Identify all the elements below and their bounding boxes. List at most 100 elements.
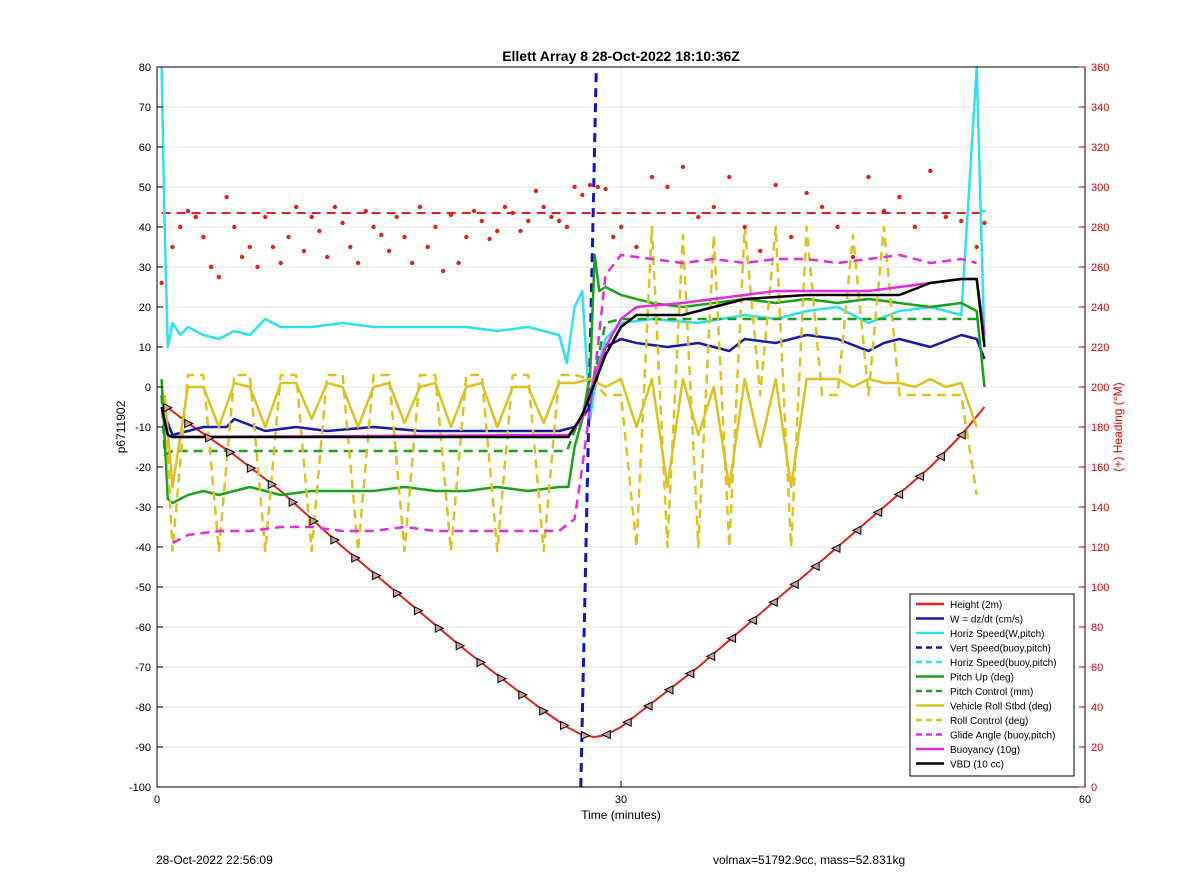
heading-point [363,208,368,214]
heading-point [456,260,461,266]
heading-point [193,214,198,220]
height-marker [351,553,361,563]
y-tick-label: -20 [135,462,151,474]
params-label: volmax=51792.9cc, mass=52.831kg [713,853,906,867]
legend: Height (2m) W = dz/dt (cm/s) Horiz Speed(W… [909,593,1075,777]
height-marker [476,657,487,668]
height-marker [851,525,862,536]
legend-label-horiz-speed-w-pitch: Horiz Speed(W,pitch) [950,629,1044,640]
heading-point [263,214,268,220]
heading-point [982,220,987,226]
heading-point [178,224,183,230]
heading-point [696,214,701,220]
heading-point [533,188,539,194]
y-tick-label: -60 [135,622,151,634]
heading-point [727,174,732,180]
y-tick-label: 10 [139,342,151,354]
series-glide-angle-buoy-pitch [171,253,978,545]
chart-title: Ellett Array 8 28-Oct-2022 18:10:36Z [502,48,740,64]
height-marker [914,471,925,482]
height-marker [225,447,236,458]
heading-point [394,214,399,220]
y-right-tick-label: 40 [1091,702,1103,714]
y-right-tick-label: 240 [1091,302,1109,314]
y-tick-label: -90 [135,742,151,754]
heading-point [278,260,283,266]
series-pitch-up-deg [160,253,986,505]
y-right-tick-label: 120 [1091,542,1109,554]
y-tick-label: -80 [135,702,151,714]
height-marker [705,651,716,662]
heading-point [208,264,214,270]
heading-point [487,236,492,242]
heading-point [324,254,330,260]
heading-point [317,228,322,234]
heading-point [928,168,933,174]
heading-point [881,208,887,214]
heading-point [410,260,415,266]
height-marker [726,633,737,644]
y-tick-label: -70 [135,662,151,674]
y-right-tick-label: 140 [1091,502,1109,514]
x-tick-label: 60 [1079,794,1091,806]
series-layer [159,65,987,788]
height-marker [830,543,841,554]
height-marker [413,605,424,616]
height-marker [184,418,194,429]
heading-point [618,224,624,230]
heading-point [773,182,778,188]
heading-point [417,204,423,210]
heading-point [464,234,469,240]
heading-point [440,268,446,274]
height-marker [205,433,215,443]
y-right-tick-label: 300 [1091,182,1109,194]
heading-point [634,244,639,250]
heading-point [255,264,260,270]
heading-point [402,234,407,240]
heading-point [804,190,809,196]
heading-point [224,194,229,200]
height-marker [372,570,382,581]
y-right-tick-label: 320 [1091,142,1109,154]
y-axis-label: p6711902 [114,400,128,453]
heading-point [665,184,670,190]
heading-point [526,218,531,224]
y-tick-label: -10 [135,422,151,434]
height-marker [330,535,340,545]
timestamp-label: 28-Oct-2022 22:56:09 [156,853,273,867]
heading-point [611,234,616,240]
height-marker [768,597,778,608]
series-vbd-10-cc [160,277,986,439]
y-right-tick-label: 0 [1091,782,1097,794]
height-marker [246,463,257,474]
height-marker [518,689,528,700]
height-marker [622,717,632,728]
y-tick-label: 30 [139,262,151,274]
heading-point [587,182,593,188]
heading-point [386,248,392,254]
y-tick-label: -30 [135,502,151,514]
y-right-tick-label: 260 [1091,262,1109,274]
legend-label-buoyancy-10g: Buoyancy (10g) [950,745,1020,756]
heading-point [239,254,245,260]
height-marker [288,497,299,508]
x-tick-label: 0 [154,794,160,806]
height-marker [497,673,508,684]
height-marker [872,507,883,518]
y-tick-label: 0 [145,382,151,394]
y-tick-label: 80 [139,62,151,74]
heading-point [835,224,840,230]
heading-point [294,204,299,210]
legend-label-vehicle-roll-stbd-deg: Vehicle Roll Stbd (deg) [950,702,1052,713]
height-marker [163,402,173,413]
y-tick-label: 20 [139,302,151,314]
heading-point [556,218,562,224]
y-right-tick-label: 20 [1091,742,1103,754]
heading-point [819,204,825,210]
heading-point [850,254,856,260]
y-right-tick-label: 220 [1091,342,1109,354]
height-marker [455,640,466,651]
heading-point [943,214,948,220]
height-marker [434,623,445,634]
